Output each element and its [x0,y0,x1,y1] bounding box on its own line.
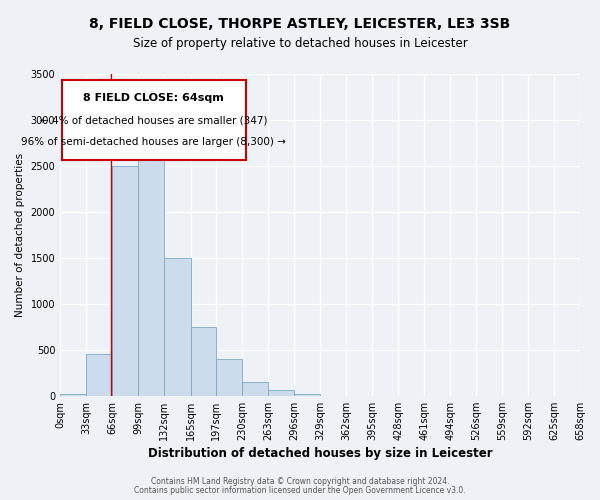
Bar [242,382,268,396]
Text: 8, FIELD CLOSE, THORPE ASTLEY, LEICESTER, LE3 3SB: 8, FIELD CLOSE, THORPE ASTLEY, LEICESTER… [89,18,511,32]
Bar [216,359,242,396]
X-axis label: Distribution of detached houses by size in Leicester: Distribution of detached houses by size … [148,447,493,460]
Bar [294,394,320,396]
Text: Size of property relative to detached houses in Leicester: Size of property relative to detached ho… [133,38,467,51]
Bar [268,390,294,396]
Text: Contains HM Land Registry data © Crown copyright and database right 2024.: Contains HM Land Registry data © Crown c… [151,477,449,486]
Text: Contains public sector information licensed under the Open Government Licence v3: Contains public sector information licen… [134,486,466,495]
Bar [60,394,86,396]
Bar [164,258,191,396]
Bar [139,138,164,396]
Text: 8 FIELD CLOSE: 64sqm: 8 FIELD CLOSE: 64sqm [83,94,224,104]
Text: 96% of semi-detached houses are larger (8,300) →: 96% of semi-detached houses are larger (… [22,138,286,147]
Bar [191,327,216,396]
Bar [112,166,139,396]
Text: ← 4% of detached houses are smaller (347): ← 4% of detached houses are smaller (347… [40,116,268,126]
Y-axis label: Number of detached properties: Number of detached properties [15,153,25,317]
FancyBboxPatch shape [62,80,246,160]
Bar [86,354,112,396]
